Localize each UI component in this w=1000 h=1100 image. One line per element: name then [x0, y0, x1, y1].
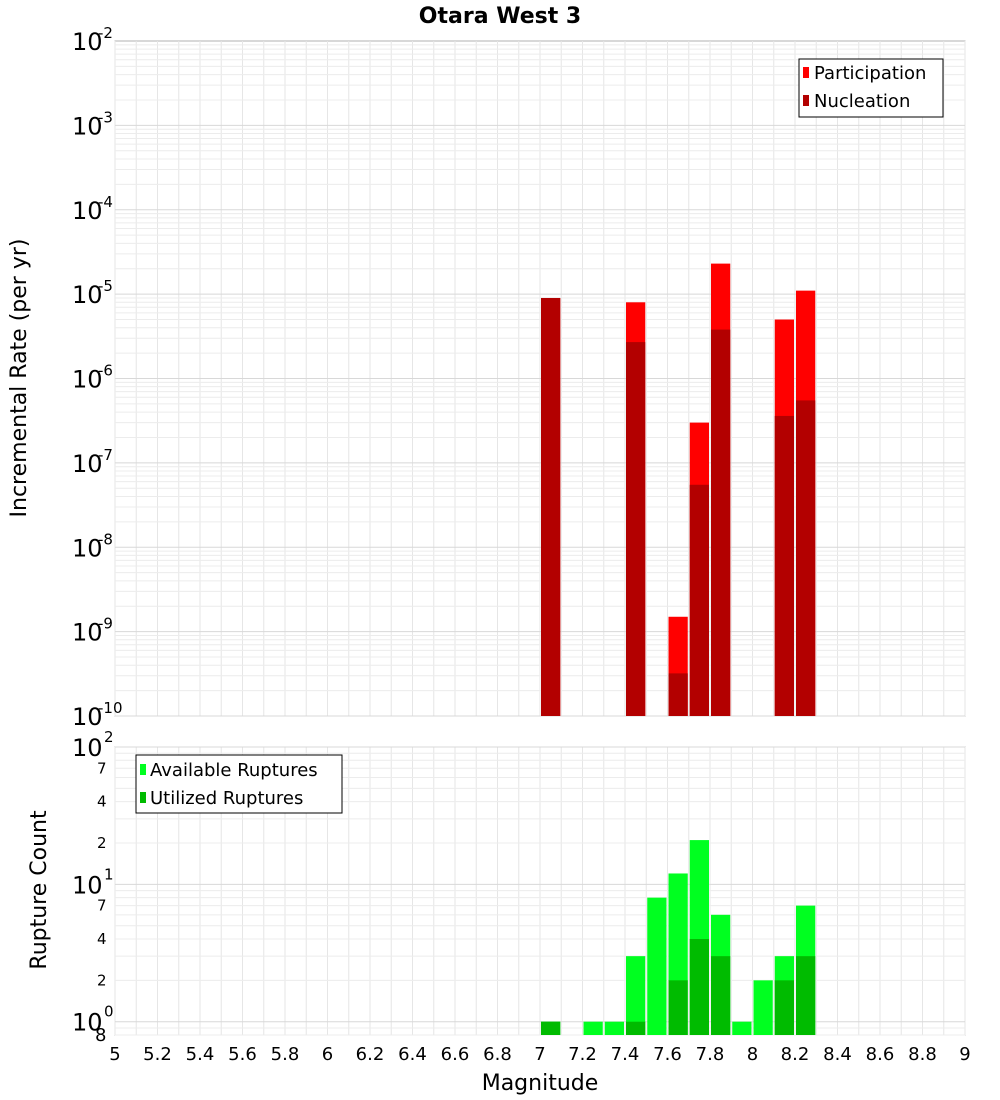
legend-swatch-nucleation — [803, 95, 809, 106]
top-y-tick-exponent: -6 — [98, 362, 113, 380]
x-tick-label: 7.4 — [611, 1044, 640, 1065]
bottom-y-tick-base: 10 — [72, 734, 103, 762]
legend-label-nucleation: Nucleation — [814, 91, 910, 112]
nucleation-bar — [796, 400, 816, 716]
x-tick-label: 9 — [959, 1044, 970, 1065]
top-y-tick-exponent: -2 — [98, 24, 113, 42]
top-y-tick-exponent: -4 — [98, 193, 113, 211]
bottom-y-minor-tick: 8 — [95, 1025, 106, 1046]
top-y-tick-exponent: -7 — [98, 446, 113, 464]
x-tick-label: 7.6 — [653, 1044, 682, 1065]
top-y-tick-base: 10 — [72, 197, 103, 225]
legend-label-utilized-ruptures: Utilized Ruptures — [150, 788, 303, 809]
bottom-legend-box — [135, 754, 343, 814]
nucleation-bar — [541, 297, 561, 716]
top-y-axis-title: Incremental Rate (per yr) — [7, 239, 32, 518]
top-y-tick-exponent: -8 — [98, 530, 113, 548]
legend-label-participation: Participation — [814, 63, 926, 84]
bottom-y-tick-exponent: 2 — [104, 728, 114, 746]
legend-swatch-participation — [803, 67, 809, 78]
top-y-tick-exponent: -9 — [98, 615, 113, 633]
nucleation-bar — [774, 415, 794, 716]
x-tick-label: 8.8 — [908, 1044, 937, 1065]
nucleation-bar — [711, 329, 731, 716]
nucleation-bar — [626, 342, 646, 716]
utilized-ruptures-bar — [668, 980, 688, 1035]
top-y-tick-base: 10 — [72, 703, 103, 731]
x-tick-label: 5.2 — [143, 1044, 172, 1065]
x-tick-label: 7.2 — [568, 1044, 597, 1065]
utilized-ruptures-bar — [711, 956, 731, 1035]
top-legend-box — [798, 58, 944, 118]
x-tick-label: 6 — [322, 1044, 333, 1065]
x-tick-label: 6.4 — [398, 1044, 427, 1065]
utilized-ruptures-bar — [774, 980, 794, 1035]
utilized-ruptures-bar — [796, 956, 816, 1035]
bottom-y-tick-exponent: 0 — [104, 1003, 114, 1021]
x-tick-label: 6.8 — [483, 1044, 512, 1065]
nucleation-bar — [689, 484, 709, 716]
top-y-tick-base: 10 — [72, 534, 103, 562]
top-y-tick-base: 10 — [72, 366, 103, 394]
bottom-y-tick-base: 10 — [72, 871, 103, 899]
top-gridlines — [114, 41, 966, 717]
x-tick-label: 8.6 — [866, 1044, 895, 1065]
top-y-tick-base: 10 — [72, 112, 103, 140]
bottom-y-minor-tick: 4 — [97, 793, 107, 811]
bottom-y-tick-exponent: 1 — [104, 865, 114, 883]
top-bars — [541, 263, 816, 716]
x-tick-label: 7.8 — [696, 1044, 725, 1065]
available-ruptures-bar — [583, 1021, 603, 1035]
available-ruptures-bar — [647, 897, 667, 1035]
top-y-tick-labels: 10-210-310-410-510-610-710-810-910-10 — [72, 24, 123, 731]
available-ruptures-bar — [626, 956, 646, 1035]
top-y-tick-base: 10 — [72, 450, 103, 478]
x-tick-label: 5.6 — [228, 1044, 257, 1065]
bottom-y-axis-title: Rupture Count — [27, 810, 52, 970]
x-tick-label: 6.2 — [356, 1044, 385, 1065]
top-y-tick-base: 10 — [72, 281, 103, 309]
bottom-bars — [541, 840, 816, 1035]
utilized-ruptures-bar — [541, 1021, 561, 1035]
legend-swatch-available-ruptures — [140, 764, 146, 775]
top-panel: 10-210-310-410-510-610-710-810-910-10 In… — [7, 24, 966, 731]
available-ruptures-bar — [604, 1021, 624, 1035]
x-axis-title: Magnitude — [482, 1071, 599, 1096]
utilized-ruptures-bar — [689, 939, 709, 1035]
bottom-y-minor-tick: 2 — [97, 834, 107, 852]
bottom-y-minor-tick: 2 — [97, 971, 107, 989]
bottom-y-minor-tick: 4 — [97, 930, 107, 948]
top-y-tick-base: 10 — [72, 28, 103, 56]
top-y-tick-exponent: -3 — [98, 108, 113, 126]
top-y-tick-exponent: -10 — [98, 699, 123, 717]
chart-title: Otara West 3 — [419, 4, 581, 29]
top-y-tick-base: 10 — [72, 619, 103, 647]
top-y-tick-exponent: -5 — [98, 277, 113, 295]
nucleation-bar — [668, 673, 688, 716]
x-tick-label: 8.2 — [781, 1044, 810, 1065]
x-tick-labels: 5 5.2 5.4 5.6 5.8 6 6.2 6.4 6.6 6.8 7 7.2 7.4 7.6 7.8 8… — [109, 1044, 970, 1065]
legend-swatch-utilized-ruptures — [140, 792, 146, 803]
x-tick-label: 7 — [534, 1044, 545, 1065]
x-tick-label: 8 — [747, 1044, 758, 1065]
x-tick-label: 5.8 — [271, 1044, 300, 1065]
x-tick-label: 6.6 — [441, 1044, 470, 1065]
x-tick-label: 5 — [109, 1044, 120, 1065]
legend-label-available-ruptures: Available Ruptures — [150, 760, 318, 781]
x-tick-label: 5.4 — [186, 1044, 215, 1065]
available-ruptures-bar — [732, 1021, 752, 1035]
utilized-ruptures-bar — [626, 1021, 646, 1035]
bottom-y-tick-base: 10 — [72, 1009, 103, 1037]
x-tick-label: 8.4 — [823, 1044, 852, 1065]
bottom-y-minor-tick: 7 — [97, 759, 107, 777]
available-ruptures-bar — [753, 980, 773, 1035]
bottom-y-minor-tick: 7 — [97, 897, 107, 915]
top-legend: Participation Nucleation — [798, 58, 944, 118]
bottom-legend: Available Ruptures Utilized Ruptures — [135, 754, 343, 814]
